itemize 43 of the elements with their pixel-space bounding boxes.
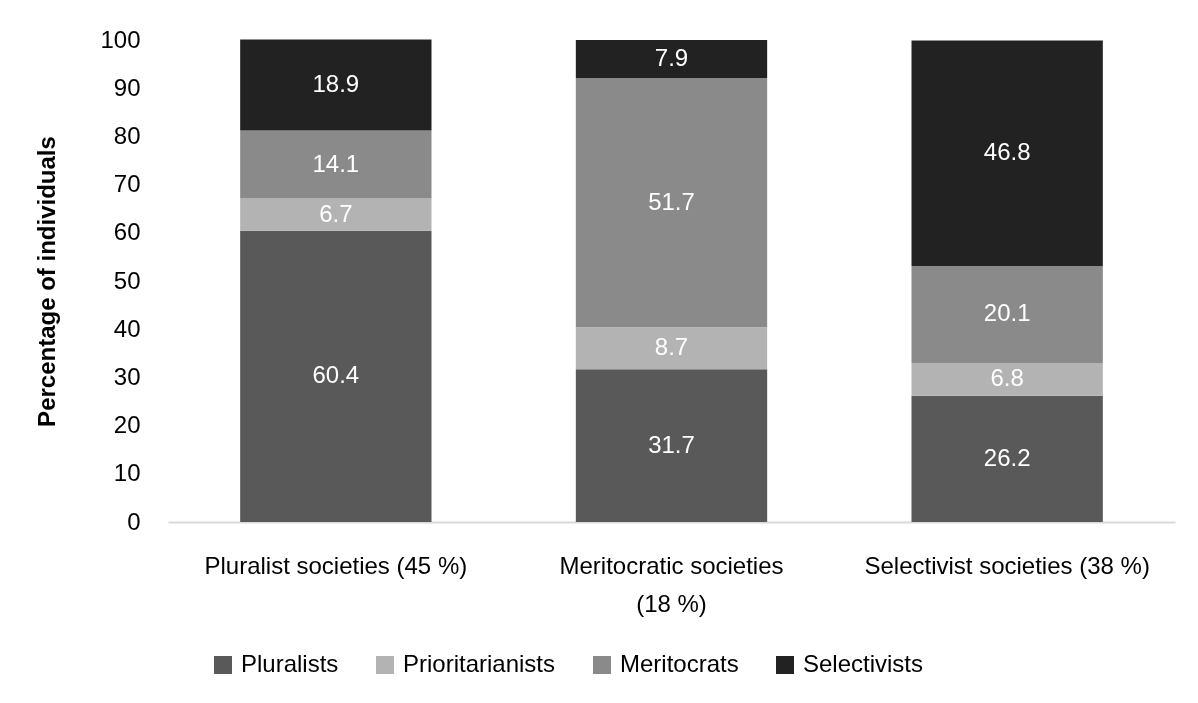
y-tick-label: 20 (113, 411, 141, 439)
bar (911, 362, 1103, 396)
data-label: 6.7 (319, 199, 353, 227)
bar (240, 198, 432, 231)
data-label: 26.2 (983, 443, 1031, 471)
bar (911, 40, 1103, 267)
data-label: 6.8 (990, 364, 1024, 392)
y-tick-label: 60 (113, 218, 141, 246)
bar (575, 327, 768, 370)
data-label: 18.9 (312, 70, 360, 98)
bar (911, 266, 1103, 363)
data-label: 46.8 (983, 138, 1031, 166)
y-tick-label: 70 (113, 170, 141, 198)
bar (240, 39, 432, 131)
bar (240, 230, 432, 522)
legend-label: Prioritarianists (403, 650, 556, 677)
y-tick-label: 10 (113, 459, 141, 487)
legend-label: Meritocrats (620, 650, 739, 677)
y-axis-title: Percentage of individuals (33, 136, 61, 427)
data-label: 60.4 (312, 361, 360, 389)
y-tick-label: 80 (113, 121, 141, 149)
data-label: 51.7 (648, 187, 695, 215)
legend-label: Selectivists (803, 650, 924, 677)
data-label: 20.1 (983, 299, 1031, 327)
bar (575, 369, 768, 522)
y-tick-label: 30 (113, 362, 141, 390)
y-tick-label: 40 (113, 314, 141, 342)
data-label: 7.9 (654, 44, 689, 72)
data-label: 31.7 (648, 430, 695, 458)
y-tick-label: 0 (127, 507, 141, 535)
data-label: 14.1 (312, 149, 360, 177)
y-tick-label: 50 (113, 266, 141, 294)
legend-label: Pluralists (241, 650, 339, 677)
bar (240, 130, 432, 199)
bar (575, 78, 768, 328)
data-label: 8.7 (654, 333, 689, 361)
x-tick-label: Pluralist societies (45 %) (204, 551, 468, 579)
bar (575, 40, 768, 79)
x-tick-label: Selectivist societies (38 %) (864, 551, 1150, 579)
y-tick-label: 100 (100, 25, 141, 53)
bar (911, 395, 1103, 522)
y-tick-label: 90 (113, 73, 141, 101)
x-tick-label: Meritocratic societies (18 %) (559, 551, 784, 617)
